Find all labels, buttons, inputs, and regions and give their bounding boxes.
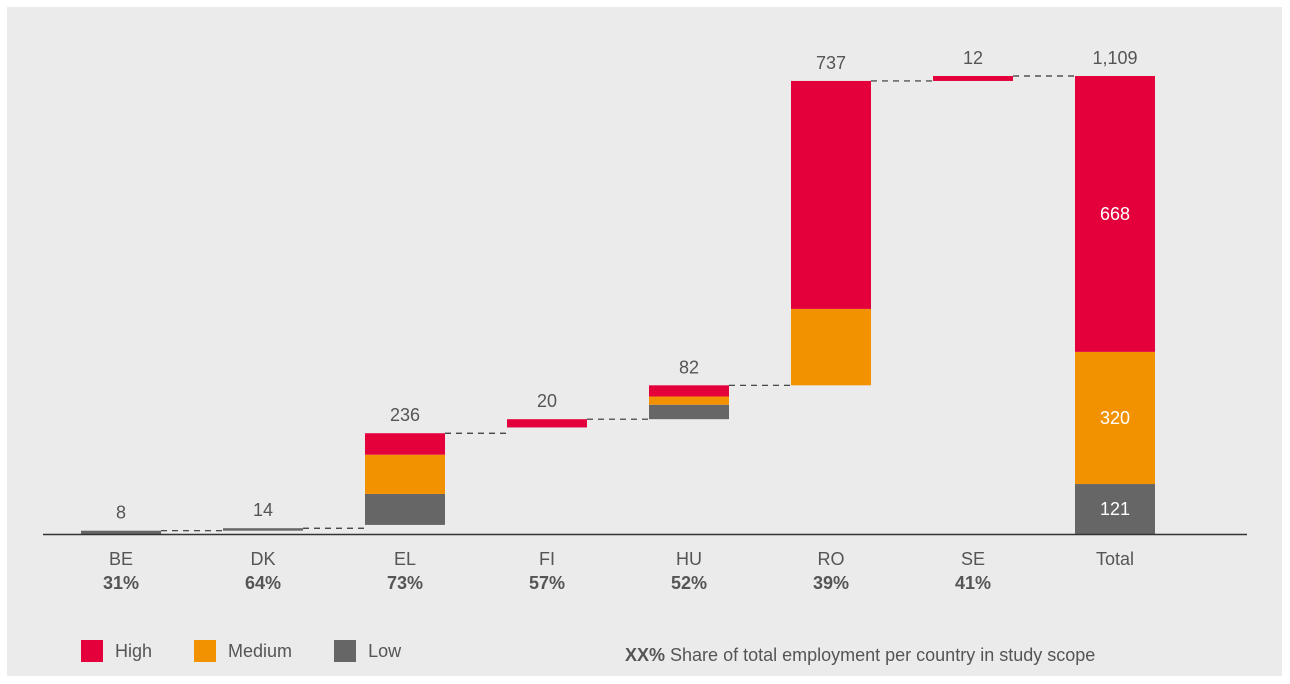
tick-label-se: SE (961, 549, 985, 569)
legend-label-medium: Medium (228, 640, 293, 661)
share-label-ro: 39% (813, 573, 849, 593)
bar-segment-high-ro (791, 80, 871, 309)
bar-segment-low-dk (223, 528, 303, 531)
share-label-se: 41% (955, 573, 991, 593)
value-label-fi: 20 (537, 391, 557, 411)
total-inside-label-low: 121 (1100, 499, 1130, 519)
value-label-total: 1,109 (1092, 48, 1137, 68)
bar-segment-low-hu (649, 404, 729, 420)
total-inside-label-medium: 320 (1100, 408, 1130, 428)
value-label-hu: 82 (679, 357, 699, 377)
value-label-el: 236 (390, 405, 420, 425)
share-label-fi: 57% (529, 573, 565, 593)
tick-label-dk: DK (250, 549, 275, 569)
bar-segment-low-be (81, 530, 161, 534)
tick-label-be: BE (109, 549, 133, 569)
share-label-dk: 64% (245, 573, 281, 593)
value-label-se: 12 (963, 48, 983, 68)
share-note-bold: XX% (625, 645, 666, 665)
bar-segment-medium-ro (791, 308, 871, 386)
legend-swatch-medium (194, 640, 217, 662)
legend-swatch-low (334, 640, 357, 662)
bar-segment-high-el (365, 433, 445, 455)
bar-segment-low-el (365, 493, 445, 525)
tick-label-total: Total (1096, 549, 1134, 569)
share-label-hu: 52% (671, 573, 707, 593)
legend: High Medium Low (81, 639, 443, 663)
bar-segment-medium-hu (649, 396, 729, 405)
bar-segment-high-se (933, 76, 1013, 81)
bar-segment-high-hu (649, 385, 729, 397)
tick-label-hu: HU (676, 549, 702, 569)
share-note-text: Share of total employment per country in… (665, 645, 1096, 665)
legend-item-high: High (81, 640, 152, 662)
bar-segment-medium-el (365, 454, 445, 494)
share-label-be: 31% (103, 573, 139, 593)
value-label-ro: 737 (816, 53, 846, 73)
tick-label-fi: FI (539, 549, 555, 569)
bar-segment-medium-total (1075, 351, 1155, 485)
value-label-dk: 14 (253, 500, 273, 520)
share-note: XX% Share of total employment per countr… (625, 645, 1095, 666)
bar-segment-low-total (1075, 484, 1155, 534)
tick-label-el: EL (394, 549, 416, 569)
legend-swatch-high (81, 640, 103, 662)
total-inside-label-high: 668 (1100, 204, 1130, 224)
waterfall-chart: 8 14 236 20 82 737 12 1,109 121 320 668 BE 31% DK 64% E… (43, 48, 1247, 593)
share-label-el: 73% (387, 573, 423, 593)
legend-label-high: High (115, 640, 153, 661)
bar-segment-high-total (1075, 76, 1155, 352)
bar-segment-high-fi (507, 419, 587, 428)
tick-label-ro: RO (818, 549, 845, 569)
value-label-be: 8 (116, 503, 126, 523)
chart-panel: 8 14 236 20 82 737 12 1,109 121 320 668 BE 31% DK 64% E… (7, 7, 1282, 676)
legend-item-low: Low (334, 640, 401, 662)
legend-label-low: Low (368, 640, 402, 661)
legend-item-medium: Medium (194, 640, 292, 662)
